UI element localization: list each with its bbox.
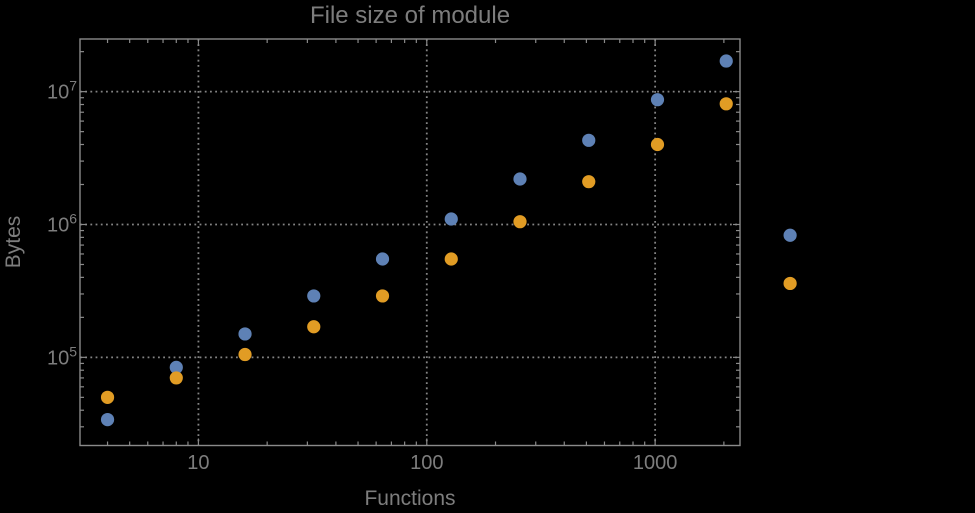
y-tick-label-10^5: 105 bbox=[47, 343, 77, 369]
data-point-series-2-x8 bbox=[169, 371, 183, 385]
data-point-series-2-x256 bbox=[513, 215, 527, 229]
y-axis-label: Bytes bbox=[2, 215, 25, 269]
data-point-series-1-x8 bbox=[169, 360, 183, 375]
data-point-series-2-x128 bbox=[444, 252, 458, 266]
data-point-series-2-x3900 bbox=[783, 276, 797, 291]
data-point-series-1-x256 bbox=[513, 172, 527, 186]
data-point-series-1-x32 bbox=[307, 289, 321, 303]
data-point-series-2-x2048 bbox=[719, 97, 733, 111]
data-point-series-2-x512 bbox=[582, 175, 596, 189]
data-point-series-2-x32 bbox=[307, 320, 321, 334]
data-point-series-2-x16 bbox=[238, 347, 252, 362]
data-point-series-1-x1024 bbox=[650, 93, 665, 107]
chart-title: File size of module bbox=[309, 2, 511, 29]
data-point-series-2-x64 bbox=[375, 289, 390, 303]
y-tick-label-10^6: 106 bbox=[47, 210, 77, 236]
data-point-series-1-x64 bbox=[375, 252, 390, 266]
data-point-series-1-x2048 bbox=[719, 54, 733, 68]
data-point-series-1-x128 bbox=[444, 212, 458, 226]
x-tick-label-10: 10 bbox=[187, 452, 209, 474]
x-tick-label-100: 100 bbox=[410, 452, 443, 474]
x-tick-label-1000: 1000 bbox=[633, 452, 678, 474]
data-point-series-2-x1024 bbox=[650, 137, 665, 152]
data-point-series-1-x4 bbox=[100, 412, 115, 427]
plot-frame bbox=[79, 38, 741, 447]
data-point-series-1-x3900 bbox=[783, 228, 797, 242]
data-point-series-2-x4 bbox=[100, 390, 115, 404]
data-point-series-1-x512 bbox=[582, 133, 596, 147]
y-tick-label-10^7: 107 bbox=[47, 78, 77, 104]
x-axis-label: Functions bbox=[364, 487, 456, 510]
data-point-series-1-x16 bbox=[238, 327, 252, 341]
